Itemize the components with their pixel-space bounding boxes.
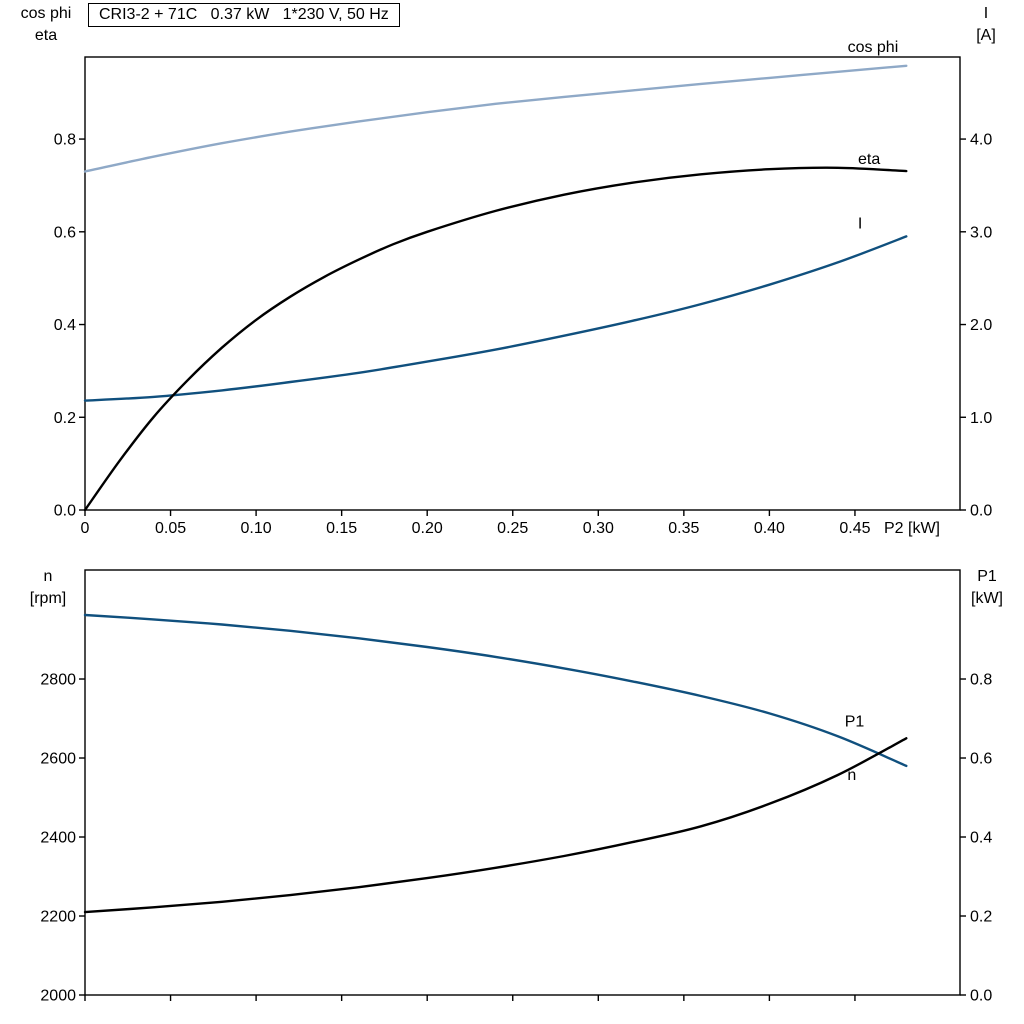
right-tick-label: 0.6	[970, 751, 992, 768]
right-tick-label: 2.0	[970, 317, 992, 334]
left-tick-label: 0.6	[54, 224, 76, 241]
left-tick-label: 0.8	[54, 132, 76, 149]
x-tick-label: 0	[81, 520, 90, 537]
curve-current	[83, 235, 908, 402]
plot-border	[84, 569, 961, 996]
curve-label-speed: n	[847, 767, 856, 784]
curve-speed	[83, 613, 908, 768]
axis-title-current: I	[983, 5, 989, 22]
x-tick-label: 0.25	[497, 520, 528, 537]
x-tick-label: 0.10	[241, 520, 272, 537]
left-tick-label: 2000	[40, 988, 76, 1005]
left-tick-label: 0.4	[54, 317, 76, 334]
axis-title-bottom-right: P1 [kW]	[956, 566, 1018, 610]
x-tick-label: 0.20	[412, 520, 443, 537]
axis-title-bottom-left: n [rpm]	[8, 566, 88, 610]
axis-title-eta: eta	[34, 27, 58, 44]
curve-label-p1: P1	[845, 713, 865, 730]
curve-cos-phi	[83, 64, 908, 173]
left-tick-label: 0.2	[54, 410, 76, 427]
x-tick-label: 0.40	[754, 520, 785, 537]
left-tick-label: 2800	[40, 672, 76, 689]
right-tick-label: 1.0	[970, 410, 992, 427]
curve-eta	[83, 166, 908, 512]
pump-title-box: CRI3-2 + 71C 0.37 kW 1*230 V, 50 Hz	[88, 3, 400, 27]
plot-border	[84, 56, 961, 511]
right-tick-label: 3.0	[970, 224, 992, 241]
axis-title-current-unit: [A]	[976, 27, 996, 44]
axis-title-speed-unit: [rpm]	[29, 590, 67, 607]
axis-title-top-right: I [A]	[955, 3, 1017, 47]
x-tick-label: 0.05	[155, 520, 186, 537]
curve-p1	[83, 737, 908, 914]
curve-label-eta: eta	[858, 151, 880, 168]
axis-title-p1: P1	[977, 568, 997, 585]
right-tick-label: 4.0	[970, 132, 992, 149]
curve-label-current: I	[858, 215, 862, 232]
right-tick-label: 0.4	[970, 830, 992, 847]
right-tick-label: 0.0	[970, 988, 992, 1005]
chart-bottom: 2000 2200 2400 2600 2800 0.0 0.2 0.4 0.6 0.8 n P1	[40, 569, 992, 1005]
axis-title-speed: n	[43, 568, 53, 585]
axis-title-p1-unit: [kW]	[971, 590, 1003, 607]
curve-label-cos-phi: cos phi	[848, 39, 899, 56]
x-axis-label: P2 [kW]	[884, 520, 940, 537]
right-tick-label: 0.0	[970, 503, 992, 520]
left-tick-label: 2400	[40, 830, 76, 847]
x-tick-label: 0.35	[668, 520, 699, 537]
axis-title-top-left: cos phi eta	[3, 3, 89, 47]
x-tick-label: 0.15	[326, 520, 357, 537]
left-tick-label: 2200	[40, 909, 76, 926]
axis-title-cos-phi: cos phi	[20, 5, 72, 22]
right-tick-label: 0.8	[970, 672, 992, 689]
x-tick-label: 0.45	[839, 520, 870, 537]
x-tick-label: 0.30	[583, 520, 614, 537]
left-tick-label: 2600	[40, 751, 76, 768]
left-tick-label: 0.0	[54, 503, 76, 520]
right-tick-label: 0.2	[970, 909, 992, 926]
chart-top: 0 0.05 0.10 0.15 0.20 0.25 0.30 0.35 0.40 0.45 0.0…	[54, 39, 993, 537]
